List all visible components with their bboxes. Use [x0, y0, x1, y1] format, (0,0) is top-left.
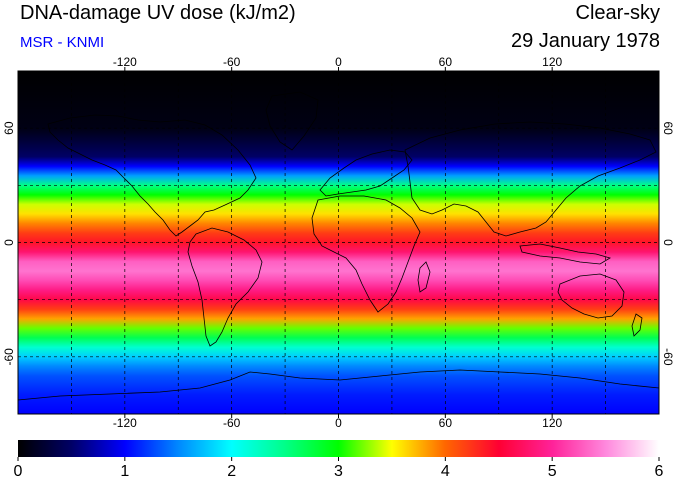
lon-label-bottom: 60	[439, 416, 453, 430]
coastline-new-zealand	[631, 313, 643, 337]
lat-label-left: 0	[2, 239, 16, 246]
coastline-australia	[557, 273, 625, 319]
lat-labels-left: 60 0 -60	[2, 121, 16, 365]
frame-ticks	[124, 67, 553, 418]
lon-label-top: -120	[113, 55, 137, 69]
coastline-greenland	[265, 91, 319, 151]
lat-labels-right: 60 0 -60	[661, 121, 675, 365]
lon-label-bottom: -120	[113, 416, 137, 430]
lat-label-right: 0	[661, 239, 675, 246]
coastline-antarctica	[18, 369, 659, 401]
lon-label-bottom: 120	[542, 416, 562, 430]
lat-label-right: 60	[661, 121, 675, 135]
lat-label-left: 60	[2, 121, 16, 135]
lon-label-bottom: -60	[223, 416, 241, 430]
lon-label-top: 60	[439, 55, 453, 69]
lon-labels-top: -120 -60 0 60 120	[113, 55, 563, 69]
coastline-indonesia	[519, 243, 611, 265]
coastline-africa	[311, 195, 421, 313]
lon-label-bottom: 0	[335, 416, 342, 430]
lon-label-top: -60	[223, 55, 241, 69]
map-title: DNA-damage UV dose (kJ/m2)	[20, 2, 296, 24]
coastline-asia	[404, 121, 657, 237]
lon-label-top: 0	[335, 55, 342, 69]
coastline-madagascar	[417, 261, 431, 293]
date-label: 29 January 1978	[510, 30, 660, 52]
source-label: MSR - KNMI	[20, 34, 105, 51]
lon-labels-bottom: -120 -60 0 60 120	[113, 416, 563, 430]
lat-label-left: -60	[2, 348, 16, 366]
sky-condition-label: Clear-sky	[575, 2, 660, 24]
graticule	[18, 71, 659, 414]
lat-label-right: -60	[661, 348, 675, 366]
coastline-north-america	[47, 114, 257, 237]
coastlines	[18, 91, 659, 401]
coastline-south-america	[187, 227, 263, 347]
lon-label-top: 120	[542, 55, 562, 69]
